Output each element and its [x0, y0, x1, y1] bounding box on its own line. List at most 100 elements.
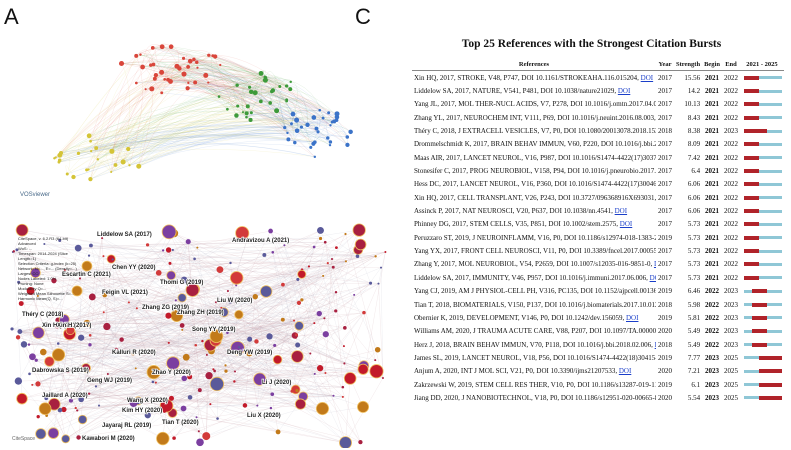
year-cell: 2017: [658, 180, 672, 189]
network-edge: [193, 59, 298, 131]
network-edge: [297, 123, 348, 138]
reference-cell: Tian T, 2018, BIOMATERIALS, V150, P137, …: [412, 298, 656, 311]
network-node: [27, 343, 31, 346]
reference-text: Zhang Y, 2017, MOL NEUROBIOL, V54, P2659…: [414, 260, 654, 269]
reference-text: Peruzzaro ST, 2019, J NEUROINFLAMM, V16,…: [414, 233, 656, 242]
network-node: [226, 289, 229, 293]
network-node: [262, 253, 267, 257]
table-row: Xin HQ, 2017, STROKE, V48, P747, DOI 10.…: [412, 71, 784, 85]
network-edge: [188, 61, 221, 83]
network-node: [90, 149, 93, 153]
network-edge: [63, 255, 90, 410]
network-edge: [111, 85, 238, 173]
network-edge: [63, 272, 159, 410]
network-edge: [110, 46, 172, 173]
network-node-label: Théry C (2018): [22, 312, 63, 318]
network-node: [297, 269, 307, 279]
network-edge: [234, 368, 321, 382]
network-edge: [17, 337, 66, 439]
network-a-cocitation-map: [53, 43, 353, 182]
network-edge: [65, 165, 74, 178]
doi-link[interactable]: DOI: [655, 341, 656, 349]
strength-cell: 8.43: [687, 113, 701, 122]
network-edge: [187, 86, 320, 111]
begin-cell: 2023: [705, 353, 720, 362]
network-edge: [107, 363, 174, 375]
network-edge: [154, 73, 291, 90]
network-edge: [188, 64, 250, 88]
timeline-bar: [743, 395, 782, 400]
network-edge: [216, 335, 278, 360]
table-row: Xin HQ, 2017, CELL TRANSPLANT, V26, P243…: [412, 191, 784, 204]
reference-text: Zakrzewski W, 2019, STEM CELL RES THER, …: [414, 380, 656, 389]
network-node: [254, 339, 259, 344]
network-node: [187, 81, 190, 85]
network-edge: [238, 314, 325, 319]
table-row: Yang YX, 2017, FRONT CELL NEUROSCI, V11,…: [412, 244, 784, 257]
network-edge: [90, 66, 189, 142]
network-edge: [106, 302, 217, 327]
network-edge: [206, 354, 364, 408]
network-edge: [102, 237, 345, 364]
reference-cell: Zhang Y, 2017, MOL NEUROBIOL, V54, P2659…: [412, 258, 656, 271]
network-node: [235, 83, 239, 87]
doi-link[interactable]: DOI: [617, 87, 631, 96]
network-edge: [49, 361, 156, 383]
table-row: Herz J, 2018, BRAIN BEHAV IMMUN, V70, P1…: [412, 338, 784, 351]
network-edge: [174, 233, 345, 347]
citespace-legend-line: Selection Criteria: g-index (k=25): [18, 261, 77, 266]
network-node: [154, 381, 157, 384]
network-node: [207, 53, 211, 57]
network-edge: [147, 261, 347, 416]
doi-link[interactable]: DOI: [640, 73, 654, 82]
network-edge: [152, 44, 179, 66]
table-row: Zhang YL, 2017, NEUROCHEM INT, V111, P69…: [412, 111, 784, 124]
year-cell: 2019: [658, 380, 672, 389]
doi-link[interactable]: DOI: [618, 367, 632, 376]
doi-link[interactable]: DOI: [619, 220, 633, 229]
network-edge: [128, 135, 315, 150]
begin-cell: 2021: [705, 233, 720, 242]
network-edge: [138, 372, 326, 402]
doi-link[interactable]: DOI: [649, 273, 656, 282]
network-node: [314, 126, 319, 131]
table-row: Phinney DG, 2017, STEM CELLS, V35, P851,…: [412, 218, 784, 231]
network-b-citespace-map: Liddelow SA (2017) Andravizou A (2021) Xin…: [2, 214, 392, 448]
network-node: [234, 113, 239, 118]
network-edge: [57, 241, 189, 326]
burst-segment: [743, 155, 760, 160]
network-edge: [128, 85, 238, 150]
network-node: [65, 368, 71, 374]
network-node: [187, 374, 193, 380]
network-edge: [79, 262, 231, 279]
network-edge: [37, 250, 164, 297]
network-node: [18, 301, 24, 306]
network-edge: [72, 322, 315, 324]
doi-link[interactable]: DOI: [614, 207, 628, 216]
burst-segment: [759, 382, 782, 387]
doi-link[interactable]: DOI: [654, 260, 656, 268]
network-edge: [116, 245, 285, 350]
network-edge: [35, 251, 386, 273]
doi-link[interactable]: DOI: [626, 313, 639, 322]
table-row: Yang CJ, 2019, AM J PHYSIOL-CELL PH, V31…: [412, 285, 784, 298]
network-edge: [216, 246, 315, 385]
network-edge: [314, 124, 326, 143]
network-node: [196, 246, 199, 249]
network-edge: [236, 277, 258, 406]
network-edge: [55, 58, 184, 158]
network-edge: [183, 58, 337, 121]
network-node: [54, 322, 60, 329]
table-row: Zhang Y, 2017, MOL NEUROBIOL, V54, P2659…: [412, 258, 784, 271]
network-edge: [230, 261, 346, 264]
network-edge: [89, 393, 323, 409]
network-node: [28, 372, 31, 376]
network-edge: [106, 326, 154, 383]
reference-cell: Phinney DG, 2017, STEM CELLS, V35, P851,…: [412, 218, 656, 231]
network-node: [111, 258, 114, 261]
network-edge: [76, 250, 164, 292]
network-node-label: Liu W (2020): [217, 298, 252, 304]
network-edge: [95, 320, 295, 387]
table-row: Peruzzaro ST, 2019, J NEUROINFLAMM, V16,…: [412, 231, 784, 244]
network-node: [181, 375, 188, 382]
